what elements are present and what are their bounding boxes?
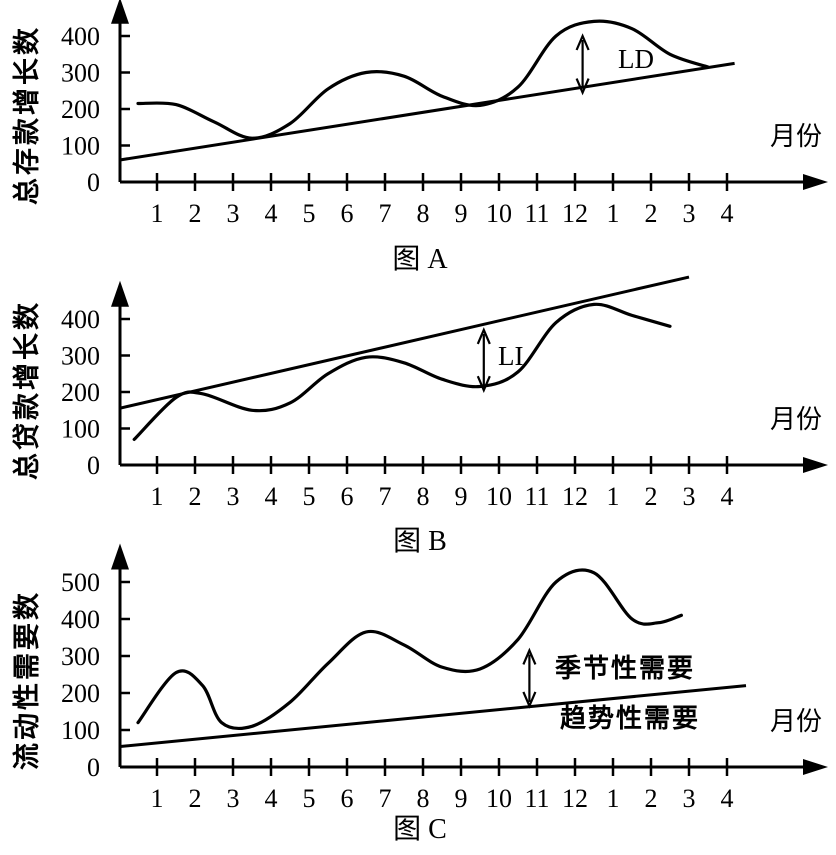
trend-line xyxy=(118,61,735,162)
x-tick-label: 8 xyxy=(417,482,430,511)
x-tick-label: 3 xyxy=(227,482,240,511)
arrow-head xyxy=(575,33,590,51)
x-tick-label: 12 xyxy=(562,199,588,228)
x-tick-label: 6 xyxy=(341,199,354,228)
y-tick-label: 200 xyxy=(61,378,100,407)
x-tick-label: 1 xyxy=(151,784,164,813)
y-tick-label: 100 xyxy=(61,415,100,444)
x-tick-label: 4 xyxy=(721,199,734,228)
x-tick-label: 11 xyxy=(524,199,549,228)
x-tick-label: 4 xyxy=(265,199,278,228)
x-axis-label: 月份 xyxy=(770,405,822,435)
x-axis-arrow xyxy=(803,174,828,190)
x-tick-label: 1 xyxy=(607,199,620,228)
x-axis-arrow xyxy=(803,457,828,473)
trend-line xyxy=(118,275,690,410)
annotation-label: 季节性需要 xyxy=(555,654,695,684)
series-curve xyxy=(136,568,683,731)
x-tick-label: 5 xyxy=(303,199,316,228)
y-tick-label: 400 xyxy=(61,305,100,334)
y-axis-arrow xyxy=(111,280,129,307)
annotation-label: LD xyxy=(618,44,654,74)
y-tick-label: 300 xyxy=(61,59,100,88)
x-tick-label: 9 xyxy=(455,482,468,511)
annotation-label: 趋势性需要 xyxy=(560,704,700,734)
x-tick-label: 10 xyxy=(486,482,512,511)
series-curve xyxy=(136,19,710,140)
y-tick-label: 200 xyxy=(61,95,100,124)
x-tick-label: 7 xyxy=(379,784,392,813)
x-tick-label: 2 xyxy=(189,482,202,511)
y-tick-label: 300 xyxy=(61,642,100,671)
y-tick-label: 0 xyxy=(87,753,100,782)
x-tick-label: 2 xyxy=(645,199,658,228)
x-tick-label: 1 xyxy=(151,482,164,511)
y-tick-label: 200 xyxy=(61,679,100,708)
x-tick-label: 11 xyxy=(524,784,549,813)
x-tick-label: 6 xyxy=(341,482,354,511)
y-tick-label: 0 xyxy=(87,168,100,197)
x-tick-label: 7 xyxy=(379,199,392,228)
y-axis-arrow xyxy=(111,0,129,24)
x-tick-label: 12 xyxy=(562,482,588,511)
x-tick-label: 8 xyxy=(417,784,430,813)
y-axis-label: 总贷款增长数 xyxy=(11,300,43,480)
x-tick-label: 2 xyxy=(189,199,202,228)
x-tick-label: 2 xyxy=(645,784,658,813)
x-axis-arrow xyxy=(803,759,828,775)
x-tick-label: 10 xyxy=(486,784,512,813)
y-tick-label: 100 xyxy=(61,716,100,745)
y-tick-label: 0 xyxy=(87,451,100,480)
x-tick-label: 9 xyxy=(455,784,468,813)
x-tick-label: 5 xyxy=(303,784,316,813)
x-tick-label: 7 xyxy=(379,482,392,511)
x-tick-label: 3 xyxy=(683,784,696,813)
x-tick-label: 1 xyxy=(607,482,620,511)
chart-caption: 图 A xyxy=(392,244,448,275)
x-tick-label: 6 xyxy=(341,784,354,813)
trend-line xyxy=(118,684,747,749)
x-tick-label: 4 xyxy=(721,482,734,511)
series-curve xyxy=(132,302,672,441)
annotation-label: LI xyxy=(498,341,523,371)
y-tick-label: 400 xyxy=(61,22,100,51)
x-tick-label: 5 xyxy=(303,482,316,511)
x-tick-label: 3 xyxy=(683,199,696,228)
x-tick-label: 8 xyxy=(417,199,430,228)
x-axis-label: 月份 xyxy=(770,707,822,737)
arrow-head xyxy=(476,375,491,393)
x-tick-label: 4 xyxy=(265,482,278,511)
x-tick-label: 2 xyxy=(645,482,658,511)
arrow-head xyxy=(476,327,491,345)
y-axis-label: 流动性需要数 xyxy=(12,590,43,770)
x-tick-label: 4 xyxy=(721,784,734,813)
y-tick-label: 400 xyxy=(61,605,100,634)
x-tick-label: 12 xyxy=(562,784,588,813)
x-tick-label: 1 xyxy=(607,784,620,813)
x-axis-label: 月份 xyxy=(770,122,822,152)
x-tick-label: 3 xyxy=(227,784,240,813)
x-tick-label: 11 xyxy=(524,482,549,511)
arrow-head xyxy=(522,647,537,665)
x-tick-label: 3 xyxy=(683,482,696,511)
x-tick-label: 3 xyxy=(227,199,240,228)
x-tick-label: 9 xyxy=(455,199,468,228)
x-tick-label: 2 xyxy=(189,784,202,813)
x-tick-label: 4 xyxy=(265,784,278,813)
arrow-head xyxy=(575,78,590,96)
x-tick-label: 1 xyxy=(151,199,164,228)
chart-caption: 图 C xyxy=(393,814,447,845)
y-tick-label: 500 xyxy=(61,568,100,597)
chart-caption: 图 B xyxy=(393,526,447,557)
y-tick-label: 300 xyxy=(61,342,100,371)
y-tick-label: 100 xyxy=(61,132,100,161)
arrow-head xyxy=(522,691,537,709)
y-axis-label: 总存款增长数 xyxy=(11,25,43,205)
y-axis-arrow xyxy=(111,543,129,570)
x-tick-label: 10 xyxy=(486,199,512,228)
